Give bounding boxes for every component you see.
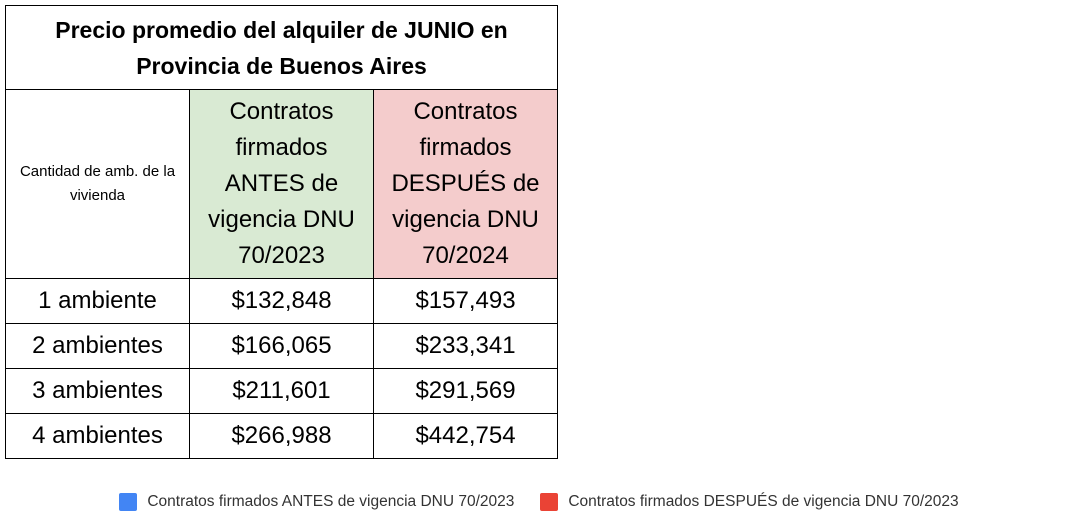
rent-price-table: Precio promedio del alquiler de JUNIO en… [5, 5, 558, 459]
title-row: Precio promedio del alquiler de JUNIO en… [5, 5, 558, 90]
legend-label-antes: Contratos firmados ANTES de vigencia DNU… [147, 493, 515, 510]
table-row: 2 ambientes $166,065 $233,341 [5, 323, 558, 369]
legend-item-despues: Contratos firmados DESPUÉS de vigencia D… [540, 491, 959, 513]
value-cell-antes: $132,848 [189, 278, 374, 324]
legend-swatch-antes [119, 493, 138, 511]
value-cell-antes: $266,988 [189, 413, 374, 459]
table-title: Precio promedio del alquiler de JUNIO en… [5, 5, 558, 90]
table-row: 3 ambientes $211,601 $291,569 [5, 368, 558, 414]
row-label: 3 ambientes [5, 368, 190, 414]
column-header-despues: Contratos firmados DESPUÉS de vigencia D… [373, 89, 558, 279]
table-row: 4 ambientes $266,988 $442,754 [5, 413, 558, 459]
legend-label-despues: Contratos firmados DESPUÉS de vigencia D… [568, 493, 959, 510]
chart-legend: Contratos firmados ANTES de vigencia DNU… [0, 491, 1066, 513]
value-cell-despues: $442,754 [373, 413, 558, 459]
header-row: Cantidad de amb. de la vivienda Contrato… [5, 89, 558, 279]
value-cell-antes: $211,601 [189, 368, 374, 414]
column-header-antes: Contratos firmados ANTES de vigencia DNU… [189, 89, 374, 279]
value-cell-despues: $291,569 [373, 368, 558, 414]
row-header-label: Cantidad de amb. de la vivienda [5, 89, 190, 279]
value-cell-despues: $157,493 [373, 278, 558, 324]
legend-swatch-despues [540, 493, 559, 511]
value-cell-despues: $233,341 [373, 323, 558, 369]
table-row: 1 ambiente $132,848 $157,493 [5, 278, 558, 324]
row-label: 1 ambiente [5, 278, 190, 324]
row-label: 2 ambientes [5, 323, 190, 369]
value-cell-antes: $166,065 [189, 323, 374, 369]
row-label: 4 ambientes [5, 413, 190, 459]
legend-item-antes: Contratos firmados ANTES de vigencia DNU… [119, 491, 514, 513]
